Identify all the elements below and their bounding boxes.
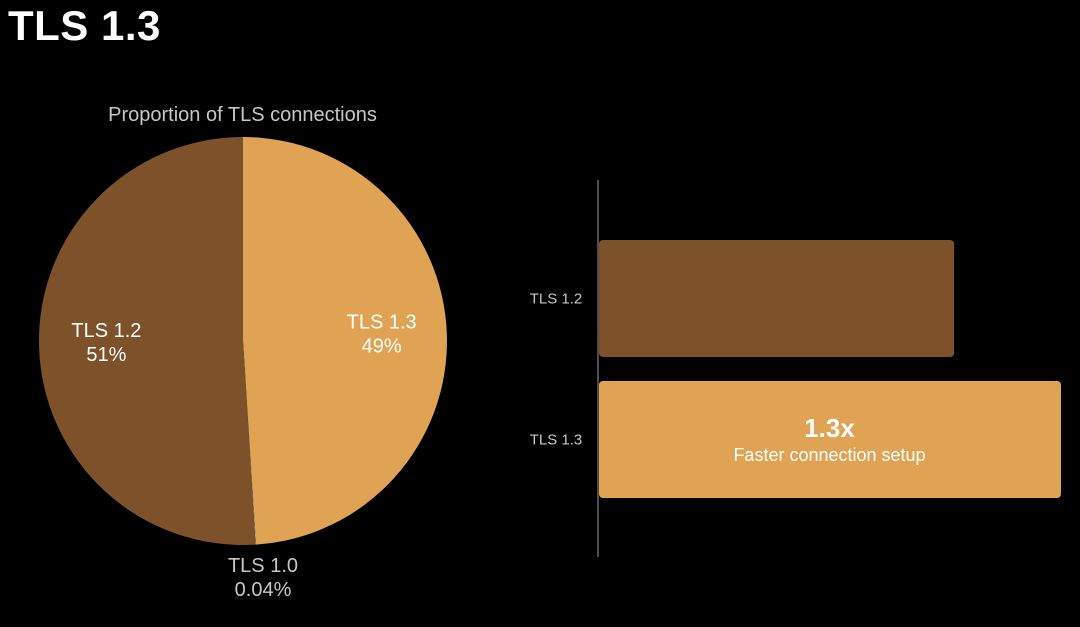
pie-label-tls-1-3: TLS 1.3	[347, 312, 417, 334]
bar-tls-1-3	[599, 381, 1061, 498]
pie-chart-title: Proportion of TLS connections	[108, 104, 377, 126]
bar-category-label-tls-1-3: TLS 1.3	[530, 432, 583, 449]
bar-annotation-text: Faster connection setup	[733, 445, 925, 465]
pie-label-tls-1-0: TLS 1.0	[228, 555, 298, 577]
bar-annotation-value: 1.3x	[804, 413, 855, 443]
pie-slice-tls-1-2	[38, 137, 256, 545]
pie-value-tls-1-3: 49%	[362, 336, 402, 358]
bar-tls-1-2	[599, 240, 955, 357]
pie-value-tls-1-2: 51%	[86, 344, 126, 366]
pie-slice-tls-1-3	[243, 137, 447, 545]
page-title: TLS 1.3	[8, 2, 161, 49]
pie-value-tls-1-0: 0.04%	[235, 579, 292, 601]
pie-label-tls-1-2: TLS 1.2	[71, 320, 141, 342]
bar-category-label-tls-1-2: TLS 1.2	[530, 291, 583, 308]
pie-slice-tls-1-0	[243, 341, 257, 545]
